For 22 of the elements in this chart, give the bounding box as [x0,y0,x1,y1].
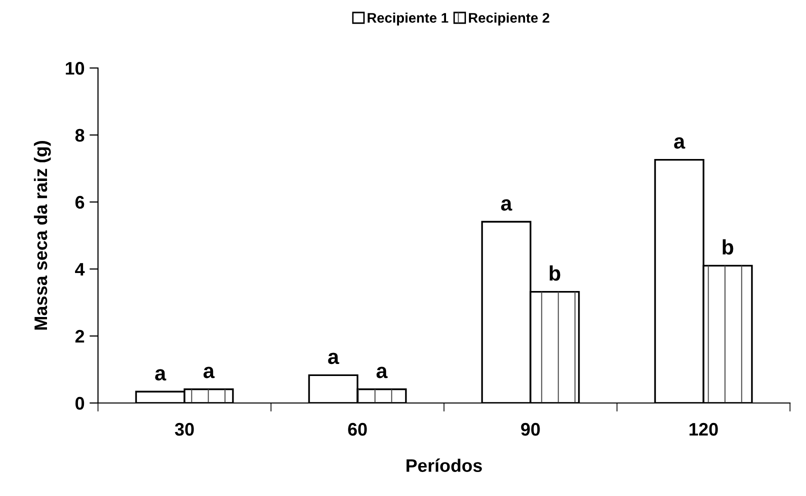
data-label: a [501,199,512,211]
y-tick-label: 8 [75,128,84,142]
x-tick-label: 120 [690,422,718,436]
data-label: a [155,369,166,381]
y-tick-label: 10 [66,62,84,75]
y-axis-title: Massa seca da raiz (g) [34,141,51,330]
x-tick-label: 30 [174,422,194,436]
y-tick-label: 6 [75,196,84,209]
y-tick-label: 0 [75,396,84,410]
x-tick-label: 90 [521,422,540,436]
y-tick-label: 4 [75,263,85,276]
x-tick-label: 60 [348,422,367,436]
legend-label: Recipiente 1 [368,12,448,26]
data-label: a [328,352,340,364]
x-axis-title: Períodos [406,458,482,472]
data-label: a [674,137,686,149]
y-tick-label: 2 [75,330,84,343]
data-label: b [550,265,560,281]
data-label: a [376,366,388,378]
legend-label: Recipiente 2 [468,12,550,26]
data-label: b [722,239,734,255]
data-label: a [204,366,215,378]
